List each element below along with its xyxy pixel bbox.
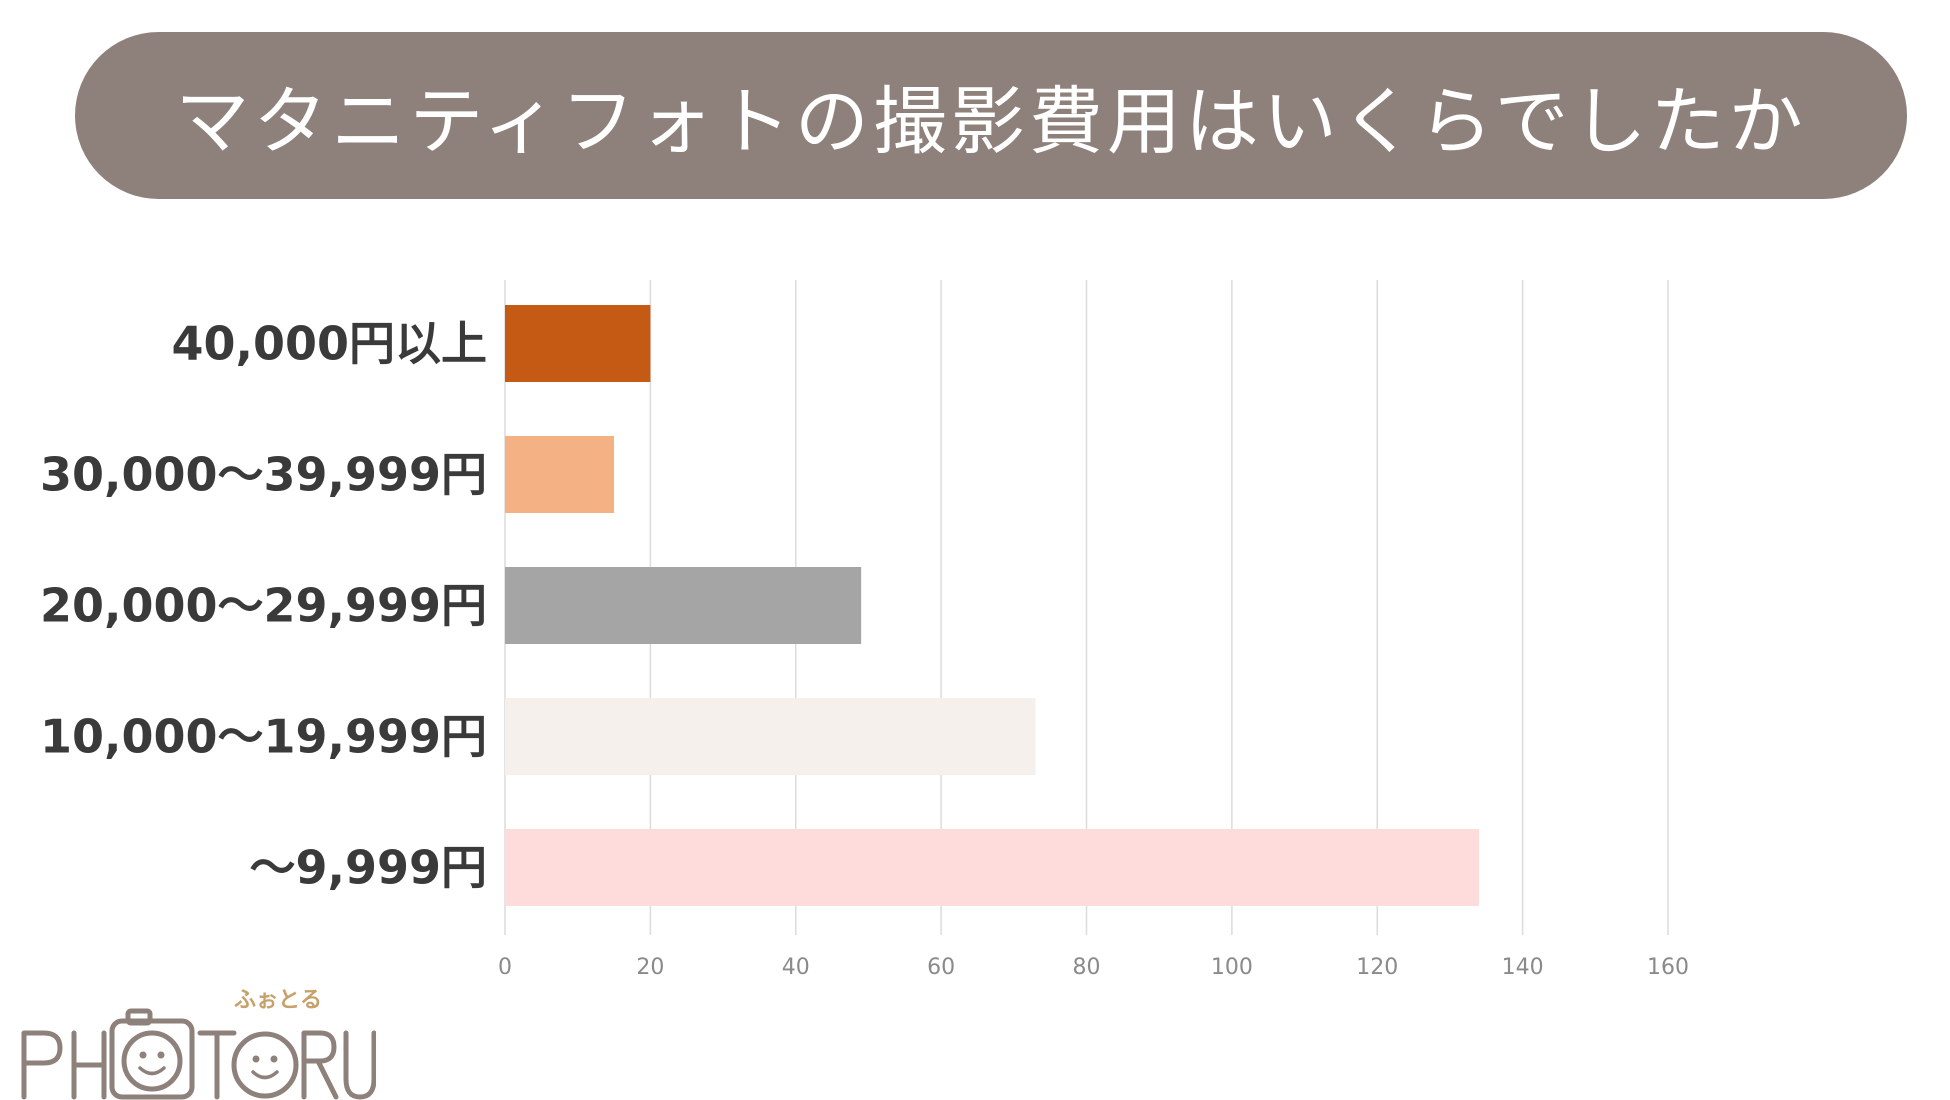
x-tick-label: 120 <box>1356 955 1398 980</box>
category-label: 40,000円以上 <box>171 317 487 371</box>
photoru-logo: ふぉとる <box>21 988 376 1100</box>
category-label: 〜9,999円 <box>249 841 487 895</box>
x-tick-label: 60 <box>927 955 955 980</box>
bars <box>505 305 1480 906</box>
x-tick-label: 20 <box>636 955 664 980</box>
x-tick-label: 80 <box>1073 955 1101 980</box>
category-label: 30,000〜39,999円 <box>40 448 487 502</box>
chart-title: マタニティフォトの撮影費用はいくらでしたか <box>175 79 1807 165</box>
title-banner: マタニティフォトの撮影費用はいくらでしたか <box>75 32 1907 199</box>
x-tick-label: 100 <box>1211 955 1253 980</box>
bar-chart: 40,000円以上 30,000〜39,999円 20,000〜29,999円 10,… <box>40 280 1689 980</box>
category-label: 20,000〜29,999円 <box>40 579 487 633</box>
x-tick-label: 160 <box>1647 955 1689 980</box>
category-label: 10,000〜19,999円 <box>40 710 487 764</box>
category-labels: 40,000円以上 30,000〜39,999円 20,000〜29,999円 10,… <box>40 317 487 895</box>
x-tick-label: 140 <box>1502 955 1544 980</box>
logo-kana: ふぉとる <box>234 988 322 1013</box>
x-tick-label: 0 <box>498 955 512 980</box>
tick-labels: 0 20 40 60 80 100 120 140 160 <box>498 955 1689 980</box>
bar <box>505 829 1480 906</box>
bar <box>505 436 615 513</box>
bar <box>505 698 1036 775</box>
bar <box>505 567 862 644</box>
x-tick-label: 40 <box>782 955 810 980</box>
bar <box>505 305 651 382</box>
